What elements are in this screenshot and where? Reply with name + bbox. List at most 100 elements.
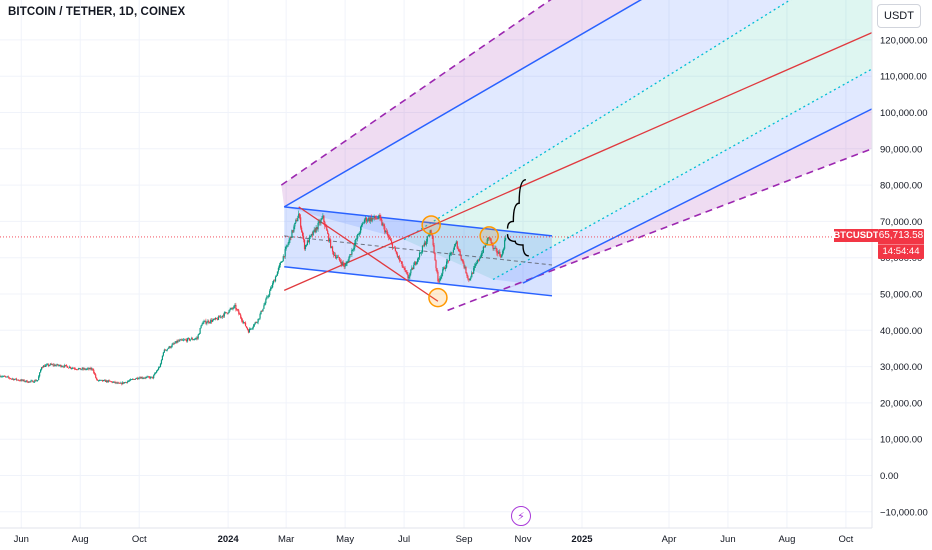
x-tick-label: Sep xyxy=(456,534,473,545)
dotted-upper-line xyxy=(403,0,792,241)
candle-body xyxy=(186,338,189,342)
candle-body xyxy=(208,320,210,323)
candle-body xyxy=(335,257,338,259)
candle-body xyxy=(182,339,184,341)
candle-body xyxy=(308,236,310,243)
candle-body xyxy=(496,248,498,253)
candle-body xyxy=(239,313,241,315)
y-tick-label: 110,000.00 xyxy=(880,72,927,83)
candle-body xyxy=(410,269,412,274)
candle-body xyxy=(419,252,422,254)
candle-body xyxy=(149,377,151,379)
last-price-label: 65,713.58 14:54:44 xyxy=(878,229,924,259)
candle-body xyxy=(316,227,318,230)
time-axis[interactable]: Jun Aug Oct 2024 Mar May Jul Sep Nov 2025 Apr Jun Au… xyxy=(0,527,872,545)
candle-body xyxy=(95,374,97,378)
candle-body xyxy=(348,257,350,262)
candle-body xyxy=(369,217,371,222)
candle-body xyxy=(168,346,170,349)
candle-body xyxy=(197,334,199,339)
price-axis[interactable]: 120,000.00 110,000.00 100,000.00 90,000.00 8… xyxy=(871,0,928,528)
candle-body xyxy=(130,379,133,381)
candle-body xyxy=(342,262,344,265)
candle-body xyxy=(253,323,255,327)
candle-body xyxy=(113,381,115,383)
candle-body xyxy=(446,261,448,268)
candle-body xyxy=(288,240,290,244)
candle-body xyxy=(156,369,159,372)
candle-body xyxy=(8,376,10,378)
candle-body xyxy=(115,382,117,384)
candle-body xyxy=(12,378,15,380)
candle-body xyxy=(365,217,367,222)
candle-body xyxy=(337,256,339,258)
highlight-circle xyxy=(479,226,499,246)
candle-body xyxy=(401,261,403,267)
candle-body xyxy=(48,365,50,367)
candle-body xyxy=(55,365,57,367)
candle-body xyxy=(249,328,251,330)
candle-body xyxy=(457,248,459,250)
candle-body xyxy=(297,217,299,222)
candle-body xyxy=(388,235,390,238)
candle-body xyxy=(260,310,262,315)
candle-body xyxy=(225,312,227,313)
candle-body xyxy=(438,281,440,282)
candle-body xyxy=(204,320,206,322)
candle-body xyxy=(103,380,106,381)
candle-body xyxy=(384,226,386,233)
candle-body xyxy=(258,318,260,320)
candle-body xyxy=(329,239,331,241)
candle-body xyxy=(383,224,385,227)
candle-body xyxy=(265,299,267,304)
x-tick-label: Aug xyxy=(72,534,89,545)
candle-body xyxy=(303,239,306,250)
candle-body xyxy=(198,333,200,335)
candle-body xyxy=(408,276,410,279)
projection-bullish xyxy=(506,178,527,229)
candle-body xyxy=(15,378,18,380)
candle-body xyxy=(371,218,373,221)
x-tick-label: Jul xyxy=(398,534,410,545)
candle-body xyxy=(245,326,248,328)
candle-body xyxy=(397,256,399,258)
candle-body xyxy=(374,216,376,219)
candle-body xyxy=(474,266,476,269)
candle-body xyxy=(179,339,181,341)
candle-body xyxy=(237,309,239,311)
candle-body xyxy=(352,249,354,251)
candle-body xyxy=(295,220,297,223)
lightning-icon[interactable]: ⚡ xyxy=(511,506,531,526)
candle-body xyxy=(287,243,289,246)
candle-body xyxy=(218,316,221,318)
candle-body xyxy=(424,242,426,245)
candle-body xyxy=(73,368,76,369)
candle-body xyxy=(394,248,396,252)
candle-body xyxy=(150,376,152,379)
candle-body xyxy=(479,256,482,259)
candle-body xyxy=(138,377,140,379)
candle-body xyxy=(27,382,29,384)
candle-body xyxy=(88,368,90,370)
candle-body xyxy=(359,232,361,235)
candle-body xyxy=(126,381,128,383)
candle-body xyxy=(326,227,328,231)
middle-band-fill xyxy=(404,0,872,280)
candle-body xyxy=(403,267,405,269)
candle-body xyxy=(453,246,455,250)
candle-body xyxy=(180,339,182,341)
candle-body xyxy=(199,328,201,334)
candle-body xyxy=(190,338,193,340)
dotted-lower-line xyxy=(492,68,873,281)
candle-body xyxy=(3,375,5,377)
y-tick-label: 70,000.00 xyxy=(880,217,922,228)
candle-body xyxy=(358,234,360,236)
candle-body xyxy=(372,218,374,219)
candle-body xyxy=(448,254,451,261)
candle-body xyxy=(487,237,489,240)
candle-body xyxy=(52,364,54,366)
currency-button[interactable]: USDT xyxy=(877,4,921,28)
channel-fills xyxy=(281,0,872,311)
candle-body xyxy=(495,247,497,249)
